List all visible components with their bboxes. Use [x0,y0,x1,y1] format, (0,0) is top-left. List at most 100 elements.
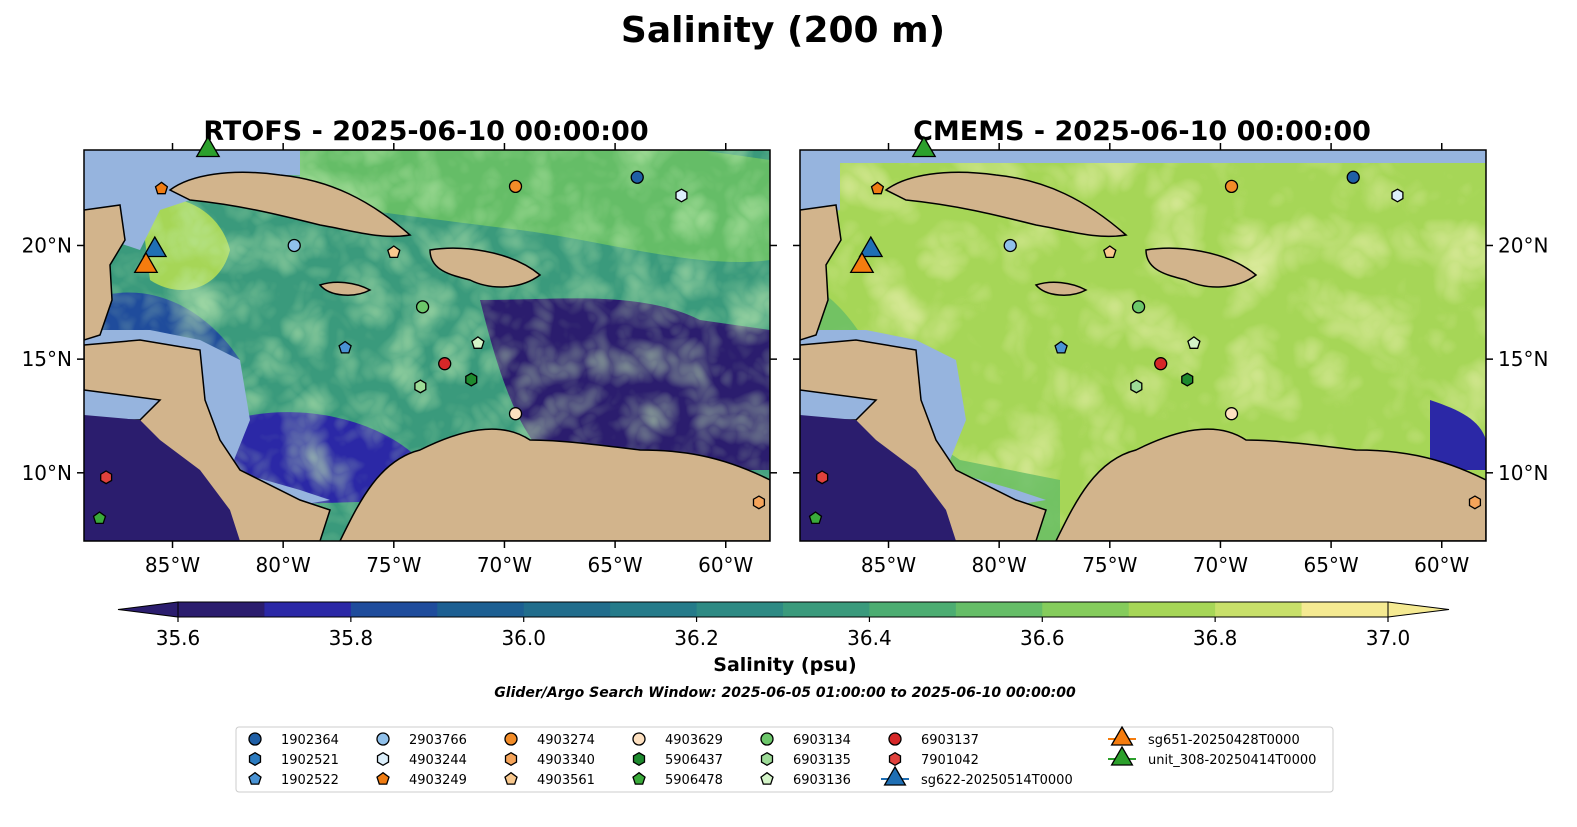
legend-label: 1902521 [281,753,339,768]
legend-label: unit_308-20250414T0000 [1148,753,1316,768]
cmems-marker-6903135 [1130,379,1143,394]
legend-marker-1902364 [248,732,262,746]
rtofs-map [84,150,770,541]
rtofs-marker-5906478 [92,511,107,525]
colorbar-extend-low [117,601,179,618]
cmems-marker-4903249 [870,181,885,195]
legend-marker-7901042 [888,751,902,767]
legend-label: 1902364 [281,733,339,748]
rtofs-marker-4903244 [675,188,688,203]
cmems-marker-6903134 [1131,300,1146,314]
cmems-marker-1902522 [1054,340,1068,354]
rtofs-glider-sg622-20250514T0000 [142,235,168,258]
legend-glider-unit_308-20250414T0000 [1110,745,1134,766]
x-tick-label: 60°W [1414,553,1469,577]
cmems-markers [808,135,1482,525]
rtofs-glider-unit_308-20250414T0000 [195,135,221,158]
legend-marker-6903136 [760,771,774,785]
rtofs-land-hispaniola [429,247,542,288]
legend-marker-5906478 [632,771,646,785]
cmems-shelf [800,150,1486,220]
rtofs-xticks: 85°W 80°W 75°W 70°W 65°W 60°W [145,143,754,577]
legend-marker-1902522 [248,771,262,785]
colorbar-ticks: 35.6 35.8 36.0 36.2 36.4 36.6 36.8 37.0 [156,617,1410,650]
legend-label: 5906478 [665,773,723,788]
legend-marker-1902521 [248,751,262,767]
legend-label: sg651-20250428T0000 [1148,733,1300,748]
legend-glider-sg651-20250428T0000 [1110,725,1134,746]
cmems-fresh-region [1430,400,1486,470]
cmems-land-cuba [884,171,1128,238]
colorbar-swatch [523,602,611,617]
colorbar-label: Salinity (psu) [713,654,856,676]
cmems-marker-6903137 [1154,357,1168,371]
legend-label: 6903134 [793,733,851,748]
rtofs-marker-1902522 [338,340,352,354]
rtofs-yticks: 10°N 15°N 20°N [22,233,777,485]
colorbar [117,601,1450,618]
x-tick-label: 85°W [145,553,200,577]
cmems-glider-sg651-20250428T0000 [849,251,875,274]
x-tick-label: 80°W [972,553,1027,577]
legend-label: 1902522 [281,773,339,788]
cmems-marker-4903629 [1224,407,1239,421]
rtofs-marker-4903274 [508,179,523,194]
rtofs-glider-sg651-20250428T0000 [133,251,159,274]
colorbar-tick-label: 36.2 [674,626,719,650]
colorbar-extend-high [1387,601,1450,618]
cmems-glider-unit_308-20250414T0000 [911,135,937,158]
colorbar-tick-label: 35.6 [156,626,201,650]
x-tick-label: 85°W [861,553,916,577]
cmems-glider-sg622-20250514T0000 [858,235,884,258]
rtofs-marker-6903135 [414,379,427,394]
cmems-marker-1902364 [1346,170,1360,184]
y-tick-label: 20°N [22,233,72,257]
colorbar-swatch [696,602,784,617]
legend-label: 4903244 [409,753,467,768]
legend-marker-6903137 [888,732,902,746]
legend-marker-6903134 [760,732,774,746]
x-tick-label: 60°W [698,553,753,577]
rtofs-marker-6903134 [415,300,430,314]
cmems-marker-5906437 [1181,372,1194,387]
rtofs-pacific [84,415,240,541]
rtofs-title: RTOFS - 2025-06-10 00:00:00 [203,116,648,147]
legend: 1902364 1902521 1902522 2903766 4903244 49032… [248,725,1316,788]
legend-label: 4903561 [537,773,595,788]
cmems-marker-2903766 [1003,238,1017,253]
colorbar-swatch [1301,602,1389,617]
legend-marker-4903561 [504,771,518,785]
rtofs-marker-6903137 [438,357,452,371]
colorbar-swatch [178,602,265,617]
rtofs-land-cuba [168,171,412,238]
x-tick-label: 75°W [1082,553,1137,577]
colorbar-tick-label: 36.0 [501,626,546,650]
rtofs-marker-4903629 [508,407,523,421]
cmems-title: CMEMS - 2025-06-10 00:00:00 [913,116,1371,147]
rtofs-marker-4903249 [154,181,169,195]
colorbar-swatch [1042,602,1130,617]
legend-marker-2903766 [376,732,390,746]
legend-label: sg622-20250514T0000 [921,773,1073,788]
x-tick-label: 75°W [366,553,421,577]
rtofs-land-south-america [339,428,770,541]
cmems-marker-4903274 [1224,179,1239,194]
colorbar-swatch [264,602,352,617]
cmems-pacific [800,415,956,541]
y-tick-label: 15°N [22,347,72,371]
cmems-panel: CMEMS - 2025-06-10 00:00:00 85°W 80°W 75°W… [793,116,1548,577]
legend-label: 4903340 [537,753,595,768]
cmems-marker-5906478 [808,511,823,525]
cmems-xticks: 85°W 80°W 75°W 70°W 65°W 60°W [861,143,1470,577]
x-tick-label: 80°W [256,553,311,577]
legend-marker-4903274 [504,732,518,746]
legend-marker-5906437 [632,751,646,767]
colorbar-swatch [1215,602,1303,617]
rtofs-markers [92,135,766,525]
rtofs-panel: RTOFS - 2025-06-10 00:00:00 85°W 80°W 75°W… [22,116,777,577]
x-tick-label: 70°W [1193,553,1248,577]
colorbar-swatch [783,602,870,617]
colorbar-swatch [350,602,438,617]
rtofs-marker-6903136 [471,336,485,349]
colorbar-swatch [1128,602,1216,617]
